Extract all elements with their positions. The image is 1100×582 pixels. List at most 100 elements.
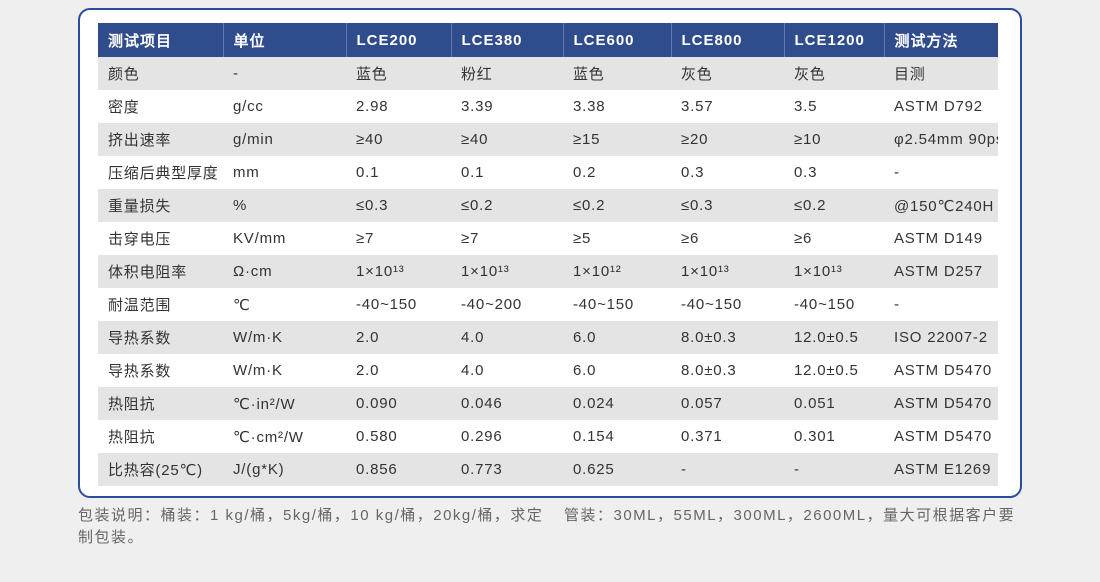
- cell: ≥7: [346, 222, 451, 255]
- row-label: 导热系数: [98, 354, 223, 387]
- column-header-lce600: LCE600: [562, 23, 671, 57]
- cell: 0.1: [346, 156, 451, 189]
- row-label: 压缩后典型厚度: [98, 156, 223, 189]
- cell: g/min: [223, 123, 346, 156]
- cell: ≥20: [671, 123, 784, 156]
- row-label: 颜色: [98, 57, 223, 90]
- cell: -40~150: [563, 288, 671, 321]
- cell: 0.3: [784, 156, 884, 189]
- cell: ASTM D792: [884, 90, 998, 123]
- packaging-note-tube: 管装：30ML，55ML，300ML，2600ML，量大可根据客户要: [564, 507, 1016, 524]
- cell: 0.2: [563, 156, 671, 189]
- cell: 0.371: [671, 420, 784, 453]
- table-row: 密度 g/cc 2.98 3.39 3.38 3.57 3.5 ASTM D79…: [98, 90, 998, 123]
- cell: ASTM D257: [884, 255, 998, 288]
- table-header: 测试项目 单位 LCE200 LCE380 LCE600 LCE800 LCE1…: [98, 23, 998, 57]
- cell: 4.0: [451, 321, 563, 354]
- cell: 0.051: [784, 387, 884, 420]
- cell: g/cc: [223, 90, 346, 123]
- cell: 12.0±0.5: [784, 321, 884, 354]
- table-body: 颜色 - 蓝色 粉红 蓝色 灰色 灰色 目测 密度 g/cc 2.98 3.39…: [98, 57, 998, 486]
- row-label: 体积电阻率: [98, 255, 223, 288]
- cell: -: [884, 156, 998, 189]
- cell: ≤0.2: [563, 189, 671, 222]
- row-label: 击穿电压: [98, 222, 223, 255]
- table-row: 击穿电压 KV/mm ≥7 ≥7 ≥5 ≥6 ≥6 ASTM D149: [98, 222, 998, 255]
- cell: ℃·in²/W: [223, 387, 346, 420]
- row-label: 热阻抗: [98, 420, 223, 453]
- table-row: 热阻抗 ℃·cm²/W 0.580 0.296 0.154 0.371 0.30…: [98, 420, 998, 453]
- cell: 2.98: [346, 90, 451, 123]
- cell: 0.625: [563, 453, 671, 486]
- cell: ≤0.2: [784, 189, 884, 222]
- column-header-test-item: 测试项目: [98, 23, 223, 57]
- cell: ASTM D5470: [884, 354, 998, 387]
- cell: KV/mm: [223, 222, 346, 255]
- cell: 粉红: [451, 57, 563, 90]
- cell: J/(g*K): [223, 453, 346, 486]
- cell: 2.0: [346, 354, 451, 387]
- cell: ℃·cm²/W: [223, 420, 346, 453]
- cell: 6.0: [563, 321, 671, 354]
- packaging-note-barrel: 包装说明：桶装：1 kg/桶，5kg/桶，10 kg/桶，20kg/桶，求定制包…: [78, 507, 544, 546]
- cell: 6.0: [563, 354, 671, 387]
- cell: 0.090: [346, 387, 451, 420]
- column-header-test-method: 测试方法: [883, 23, 998, 57]
- cell: 灰色: [784, 57, 884, 90]
- cell: 1×10¹³: [346, 255, 451, 288]
- cell: 蓝色: [346, 57, 451, 90]
- cell: 0.3: [671, 156, 784, 189]
- cell: 0.773: [451, 453, 563, 486]
- table-row: 颜色 - 蓝色 粉红 蓝色 灰色 灰色 目测: [98, 57, 998, 90]
- table-row: 压缩后典型厚度 mm 0.1 0.1 0.2 0.3 0.3 -: [98, 156, 998, 189]
- cell: W/m·K: [223, 321, 346, 354]
- column-header-lce200: LCE200: [345, 23, 451, 57]
- cell: ≥40: [451, 123, 563, 156]
- cell: ℃: [223, 288, 346, 321]
- cell: -: [223, 57, 346, 90]
- cell: -40~150: [671, 288, 784, 321]
- cell: 3.57: [671, 90, 784, 123]
- row-label: 重量损失: [98, 189, 223, 222]
- table-row: 比热容(25℃) J/(g*K) 0.856 0.773 0.625 - - A…: [98, 453, 998, 486]
- table-row: 体积电阻率 Ω·cm 1×10¹³ 1×10¹³ 1×10¹² 1×10¹³ 1…: [98, 255, 998, 288]
- row-label: 耐温范围: [98, 288, 223, 321]
- cell: 0.1: [451, 156, 563, 189]
- column-header-unit: 单位: [222, 23, 346, 57]
- cell: 灰色: [671, 57, 784, 90]
- column-header-lce800: LCE800: [670, 23, 784, 57]
- cell: φ2.54mm 90psi: [884, 123, 998, 156]
- cell: ≥15: [563, 123, 671, 156]
- cell: 3.5: [784, 90, 884, 123]
- cell: 8.0±0.3: [671, 354, 784, 387]
- cell: 12.0±0.5: [784, 354, 884, 387]
- cell: ASTM E1269: [884, 453, 998, 486]
- cell: 1×10¹³: [671, 255, 784, 288]
- cell: 4.0: [451, 354, 563, 387]
- cell: ≤0.3: [671, 189, 784, 222]
- cell: 0.301: [784, 420, 884, 453]
- cell: -: [884, 288, 998, 321]
- cell: 0.057: [671, 387, 784, 420]
- cell: 蓝色: [563, 57, 671, 90]
- cell: -: [671, 453, 784, 486]
- cell: -: [784, 453, 884, 486]
- column-header-lce1200: LCE1200: [783, 23, 884, 57]
- cell: ≥10: [784, 123, 884, 156]
- row-label: 挤出速率: [98, 123, 223, 156]
- cell: 0.856: [346, 453, 451, 486]
- cell: Ω·cm: [223, 255, 346, 288]
- cell: -40~150: [346, 288, 451, 321]
- table-row: 导热系数 W/m·K 2.0 4.0 6.0 8.0±0.3 12.0±0.5 …: [98, 354, 998, 387]
- cell: %: [223, 189, 346, 222]
- cell: 1×10¹³: [784, 255, 884, 288]
- cell: ≥40: [346, 123, 451, 156]
- cell: 3.38: [563, 90, 671, 123]
- cell: 1×10¹²: [563, 255, 671, 288]
- cell: ASTM D149: [884, 222, 998, 255]
- packaging-note: 包装说明：桶装：1 kg/桶，5kg/桶，10 kg/桶，20kg/桶，求定制包…: [78, 505, 1038, 549]
- cell: @150℃240H: [884, 189, 998, 222]
- table-row: 耐温范围 ℃ -40~150 -40~200 -40~150 -40~150 -…: [98, 288, 998, 321]
- cell: -40~200: [451, 288, 563, 321]
- cell: 0.296: [451, 420, 563, 453]
